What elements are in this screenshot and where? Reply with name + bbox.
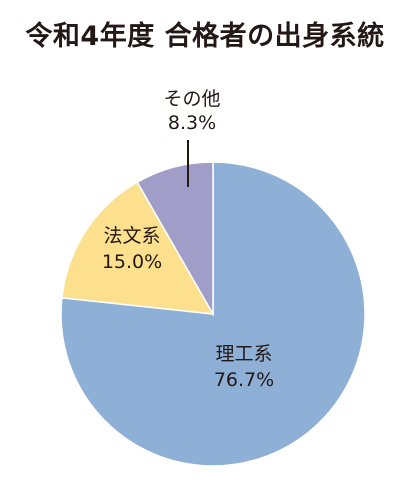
slice-value-label-3: 8.3% [168,112,216,134]
pie-slice-1 [60,161,366,467]
slice-label-2: 法文系 [103,225,160,247]
slice-value-label-2: 15.0% [102,251,162,273]
pie-slice-2 [61,181,215,315]
slice-label-3: その他 [163,88,220,110]
pie-slice-3 [136,161,214,317]
chart-title: 令和4年度 合格者の出身系統 [25,21,385,52]
slice-value-label-1: 76.7% [214,369,274,391]
slice-label-1: 理工系 [215,343,272,365]
pie-slices [60,161,366,467]
